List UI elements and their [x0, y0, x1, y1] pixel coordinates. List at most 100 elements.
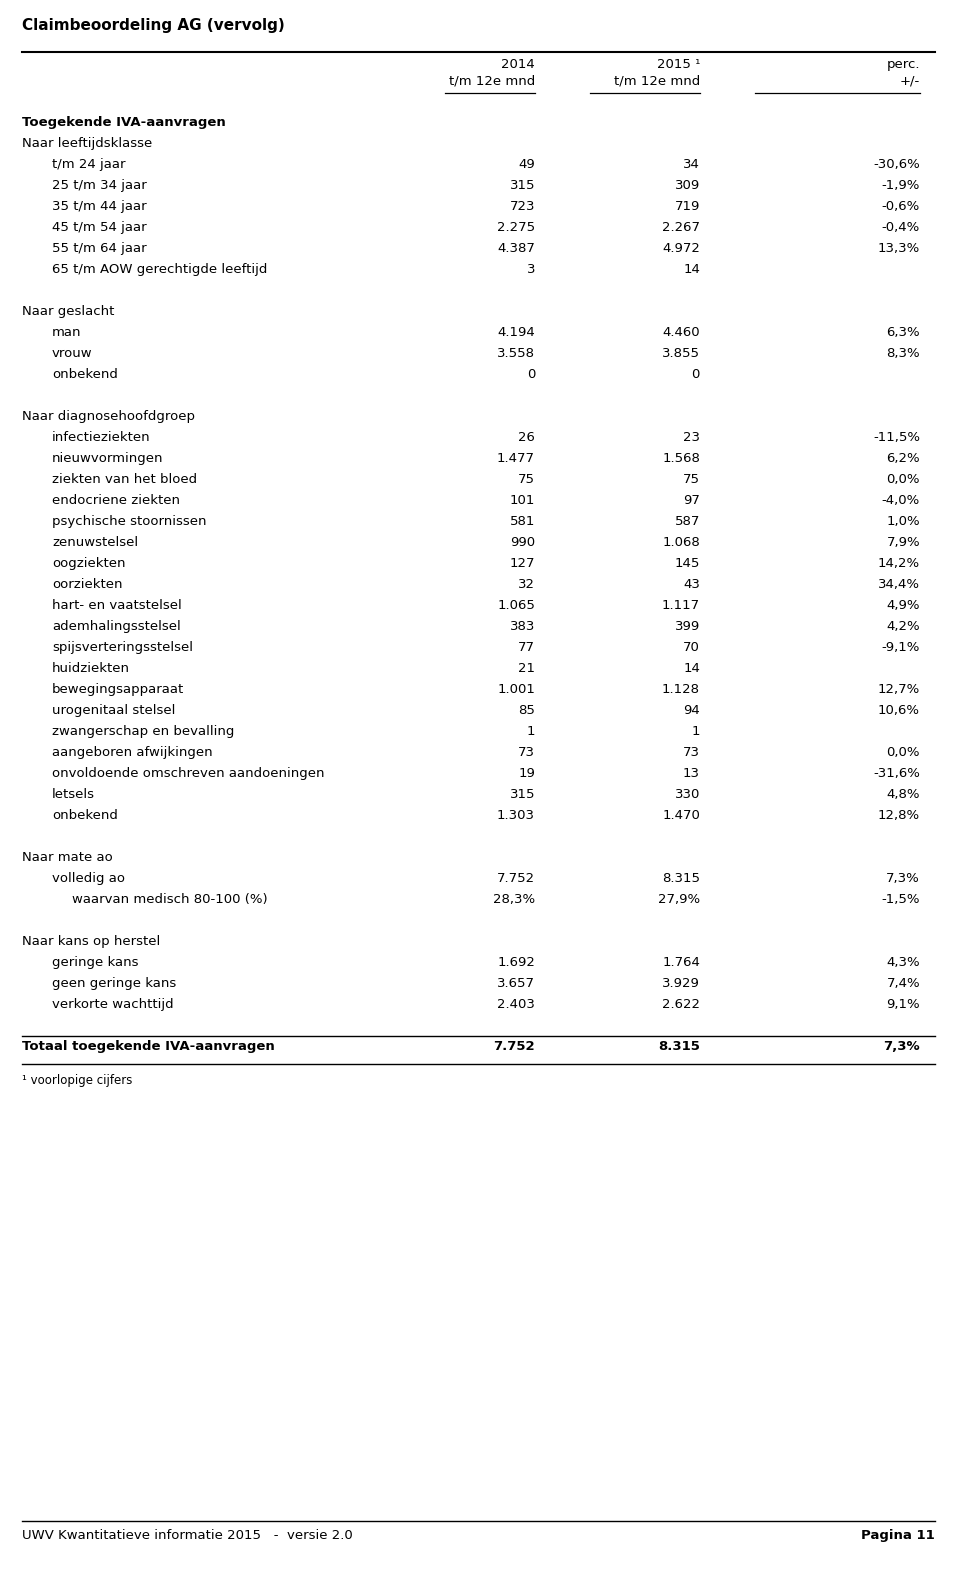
Text: 581: 581 [510, 514, 535, 529]
Text: 1: 1 [691, 725, 700, 738]
Text: 2014: 2014 [501, 58, 535, 71]
Text: -1,9%: -1,9% [881, 179, 920, 192]
Text: 34,4%: 34,4% [878, 577, 920, 591]
Text: 1,0%: 1,0% [886, 514, 920, 529]
Text: 25 t/m 34 jaar: 25 t/m 34 jaar [52, 179, 147, 192]
Text: 27,9%: 27,9% [658, 893, 700, 906]
Text: onbekend: onbekend [52, 368, 118, 381]
Text: t/m 24 jaar: t/m 24 jaar [52, 157, 126, 171]
Text: -4,0%: -4,0% [881, 494, 920, 507]
Text: 94: 94 [684, 705, 700, 717]
Text: psychische stoornissen: psychische stoornissen [52, 514, 206, 529]
Text: 75: 75 [683, 473, 700, 486]
Text: 7.752: 7.752 [497, 871, 535, 886]
Text: 97: 97 [684, 494, 700, 507]
Text: 12,8%: 12,8% [877, 809, 920, 823]
Text: 1.117: 1.117 [661, 599, 700, 612]
Text: 4.194: 4.194 [497, 326, 535, 340]
Text: perc.: perc. [886, 58, 920, 71]
Text: 3.657: 3.657 [497, 977, 535, 989]
Text: 7,4%: 7,4% [886, 977, 920, 989]
Text: 73: 73 [518, 746, 535, 760]
Text: -0,6%: -0,6% [881, 200, 920, 212]
Text: nieuwvormingen: nieuwvormingen [52, 451, 163, 466]
Text: 8,3%: 8,3% [886, 348, 920, 360]
Text: 2015 ¹: 2015 ¹ [657, 58, 700, 71]
Text: 8.315: 8.315 [662, 871, 700, 886]
Text: 0,0%: 0,0% [886, 473, 920, 486]
Text: Naar geslacht: Naar geslacht [22, 305, 114, 318]
Text: +/-: +/- [900, 76, 920, 88]
Text: ademhalingsstelsel: ademhalingsstelsel [52, 620, 180, 632]
Text: 65 t/m AOW gerechtigde leeftijd: 65 t/m AOW gerechtigde leeftijd [52, 263, 268, 275]
Text: bewegingsapparaat: bewegingsapparaat [52, 683, 184, 695]
Text: ¹ voorlopige cijfers: ¹ voorlopige cijfers [22, 1074, 132, 1087]
Text: 77: 77 [518, 642, 535, 654]
Text: 14: 14 [684, 263, 700, 275]
Text: 32: 32 [518, 577, 535, 591]
Text: 0,0%: 0,0% [886, 746, 920, 760]
Text: vrouw: vrouw [52, 348, 92, 360]
Text: 7,3%: 7,3% [886, 871, 920, 886]
Text: man: man [52, 326, 82, 340]
Text: 85: 85 [518, 705, 535, 717]
Text: 587: 587 [675, 514, 700, 529]
Text: 1.001: 1.001 [497, 683, 535, 695]
Text: 145: 145 [675, 557, 700, 569]
Text: 13,3%: 13,3% [877, 242, 920, 255]
Text: 26: 26 [518, 431, 535, 444]
Text: 3: 3 [526, 263, 535, 275]
Text: 4,9%: 4,9% [886, 599, 920, 612]
Text: 4,3%: 4,3% [886, 956, 920, 969]
Text: 4.972: 4.972 [662, 242, 700, 255]
Text: Pagina 11: Pagina 11 [861, 1529, 935, 1542]
Text: 9,1%: 9,1% [886, 997, 920, 1011]
Text: 1.568: 1.568 [662, 451, 700, 466]
Text: 10,6%: 10,6% [878, 705, 920, 717]
Text: 723: 723 [510, 200, 535, 212]
Text: 2.275: 2.275 [497, 220, 535, 234]
Text: spijsverteringsstelsel: spijsverteringsstelsel [52, 642, 193, 654]
Text: 315: 315 [510, 788, 535, 801]
Text: t/m 12e mnd: t/m 12e mnd [613, 76, 700, 88]
Text: 1.470: 1.470 [662, 809, 700, 823]
Text: huidziekten: huidziekten [52, 662, 130, 675]
Text: -9,1%: -9,1% [881, 642, 920, 654]
Text: Naar kans op herstel: Naar kans op herstel [22, 934, 160, 949]
Text: 6,2%: 6,2% [886, 451, 920, 466]
Text: oorziekten: oorziekten [52, 577, 123, 591]
Text: 55 t/m 64 jaar: 55 t/m 64 jaar [52, 242, 147, 255]
Text: 73: 73 [683, 746, 700, 760]
Text: 7,9%: 7,9% [886, 536, 920, 549]
Text: -31,6%: -31,6% [874, 768, 920, 780]
Text: 1.692: 1.692 [497, 956, 535, 969]
Text: 0: 0 [527, 368, 535, 381]
Text: 35 t/m 44 jaar: 35 t/m 44 jaar [52, 200, 147, 212]
Text: t/m 12e mnd: t/m 12e mnd [448, 76, 535, 88]
Text: 330: 330 [675, 788, 700, 801]
Text: 3.929: 3.929 [662, 977, 700, 989]
Text: letsels: letsels [52, 788, 95, 801]
Text: urogenitaal stelsel: urogenitaal stelsel [52, 705, 176, 717]
Text: 14,2%: 14,2% [877, 557, 920, 569]
Text: 45 t/m 54 jaar: 45 t/m 54 jaar [52, 220, 147, 234]
Text: 3.558: 3.558 [497, 348, 535, 360]
Text: 1.068: 1.068 [662, 536, 700, 549]
Text: aangeboren afwijkingen: aangeboren afwijkingen [52, 746, 212, 760]
Text: hart- en vaatstelsel: hart- en vaatstelsel [52, 599, 181, 612]
Text: geringe kans: geringe kans [52, 956, 138, 969]
Text: 7,3%: 7,3% [883, 1040, 920, 1052]
Text: 1.128: 1.128 [662, 683, 700, 695]
Text: Claimbeoordeling AG (vervolg): Claimbeoordeling AG (vervolg) [22, 17, 285, 33]
Text: zenuwstelsel: zenuwstelsel [52, 536, 138, 549]
Text: -0,4%: -0,4% [881, 220, 920, 234]
Text: 399: 399 [675, 620, 700, 632]
Text: 23: 23 [683, 431, 700, 444]
Text: 75: 75 [518, 473, 535, 486]
Text: 4.387: 4.387 [497, 242, 535, 255]
Text: Naar mate ao: Naar mate ao [22, 851, 112, 864]
Text: 19: 19 [518, 768, 535, 780]
Text: 43: 43 [684, 577, 700, 591]
Text: 127: 127 [510, 557, 535, 569]
Text: infectieziekten: infectieziekten [52, 431, 151, 444]
